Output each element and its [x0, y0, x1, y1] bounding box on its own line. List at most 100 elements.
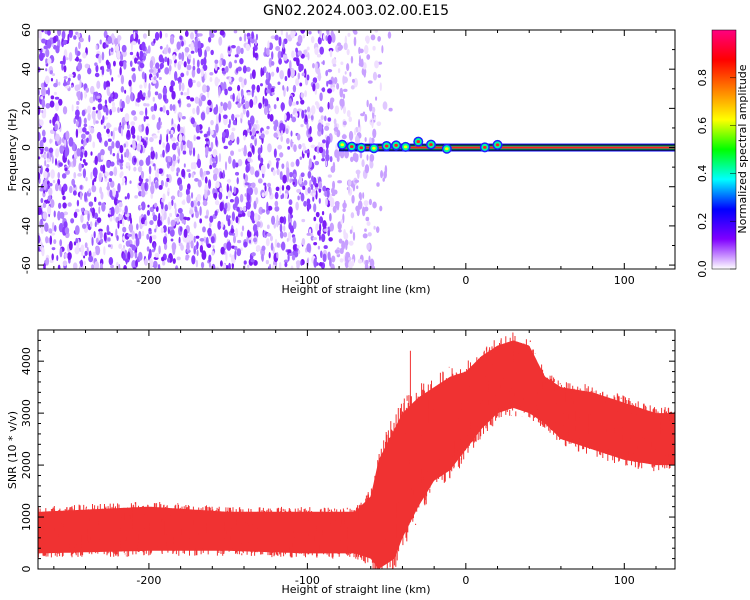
- heatmap-cell: [112, 91, 115, 100]
- heatmap-cell: [376, 121, 382, 127]
- heatmap-cell: [244, 100, 250, 109]
- heatmap-cell: [212, 173, 218, 181]
- heatmap-cell: [183, 216, 188, 221]
- heatmap-cell: [86, 137, 89, 143]
- heatmap-cell: [90, 171, 93, 180]
- heatmap-cell: [107, 36, 113, 44]
- heatmap-cell: [133, 116, 138, 121]
- heatmap-cell: [226, 179, 232, 183]
- heatmap-cell: [309, 125, 312, 135]
- heatmap-cell: [225, 128, 230, 139]
- heatmap-cell: [167, 47, 171, 54]
- heatmap-cell: [48, 182, 53, 187]
- signal-blob: [416, 140, 421, 144]
- heatmap-cell: [308, 158, 313, 169]
- heatmap-cell: [350, 212, 355, 219]
- heatmap-cell: [150, 184, 155, 195]
- heatmap-cell: [93, 212, 99, 220]
- heatmap-cell: [327, 68, 333, 73]
- heatmap-cell: [306, 243, 311, 253]
- heatmap-cell: [89, 127, 95, 134]
- heatmap-cell: [327, 101, 330, 110]
- heatmap-cell: [97, 110, 102, 120]
- heatmap-cell: [45, 68, 48, 72]
- heatmap-cell: [320, 250, 323, 259]
- x-tick-label: -200: [136, 574, 161, 587]
- heatmap-cell: [124, 89, 127, 94]
- heatmap-cell: [140, 190, 146, 198]
- heatmap-cell: [132, 41, 137, 46]
- heatmap-cell: [218, 86, 221, 97]
- heatmap-cell: [141, 71, 146, 80]
- heatmap-cell: [325, 197, 328, 207]
- heatmap-cell: [72, 190, 77, 196]
- heatmap-cell: [110, 47, 114, 53]
- heatmap-cell: [96, 95, 101, 99]
- heatmap-cell: [375, 226, 380, 234]
- heatmap-cell: [94, 221, 97, 228]
- heatmap-cell: [120, 166, 123, 170]
- heatmap-cell: [213, 30, 218, 34]
- heatmap-cell: [265, 259, 269, 265]
- heatmap-cell: [235, 216, 239, 224]
- heatmap-cell: [260, 144, 263, 154]
- heatmap-cell: [68, 30, 73, 39]
- heatmap-cell: [149, 59, 154, 70]
- heatmap-cell: [237, 213, 243, 218]
- heatmap-cell: [98, 201, 102, 206]
- heatmap-cell: [236, 136, 240, 145]
- heatmap-cell: [199, 167, 203, 178]
- heatmap-cell: [300, 92, 305, 99]
- heatmap-cell: [234, 250, 237, 261]
- heatmap-cell: [368, 198, 372, 206]
- heatmap-cell: [75, 128, 79, 139]
- heatmap-cell: [103, 246, 106, 256]
- heatmap-cell: [74, 225, 80, 235]
- heatmap-cell: [276, 66, 280, 73]
- heatmap-cell: [315, 211, 320, 218]
- heatmap-cell: [249, 166, 255, 176]
- heatmap-cell: [103, 106, 107, 113]
- heatmap-cell: [164, 181, 169, 188]
- heatmap-cell: [232, 92, 235, 102]
- heatmap-cell: [93, 177, 97, 182]
- x-tick-label: 100: [614, 574, 635, 587]
- heatmap-cell: [370, 34, 376, 41]
- heatmap-cell: [267, 205, 273, 211]
- heatmap-cell: [175, 213, 180, 218]
- heatmap-cell: [289, 178, 292, 184]
- heatmap-cell: [325, 148, 329, 156]
- heatmap-cell: [352, 231, 356, 241]
- heatmap-cell: [226, 241, 232, 251]
- heatmap-cell: [306, 232, 312, 236]
- heatmap-cell: [80, 151, 84, 159]
- heatmap-cell: [239, 36, 242, 42]
- heatmap-cell: [277, 50, 282, 60]
- heatmap-cell: [260, 133, 265, 139]
- heatmap-cell: [201, 250, 207, 261]
- heatmap-cell: [358, 46, 361, 55]
- heatmap-cell: [130, 91, 134, 102]
- heatmap-cell: [295, 47, 298, 53]
- heatmap-cell: [230, 150, 235, 156]
- heatmap-cell: [222, 263, 227, 269]
- heatmap-cell: [374, 60, 379, 69]
- heatmap-cell: [196, 67, 201, 74]
- heatmap-cell: [153, 76, 157, 81]
- heatmap-cell: [306, 46, 310, 51]
- heatmap-cell: [115, 261, 119, 269]
- heatmap-cell: [103, 125, 107, 130]
- heatmap-cell: [311, 175, 314, 182]
- heatmap-cell: [177, 207, 183, 214]
- heatmap-cell: [80, 185, 83, 190]
- heatmap-cell: [276, 97, 279, 102]
- heatmap-cell: [197, 40, 202, 49]
- heatmap-cell: [364, 262, 369, 269]
- heatmap-cell: [83, 123, 88, 128]
- heatmap-cell: [80, 138, 84, 145]
- heatmap-cell: [152, 260, 158, 269]
- heatmap-cell: [72, 157, 77, 168]
- signal-blob: [483, 145, 487, 149]
- heatmap-cell: [298, 63, 303, 73]
- heatmap-cell: [119, 162, 123, 168]
